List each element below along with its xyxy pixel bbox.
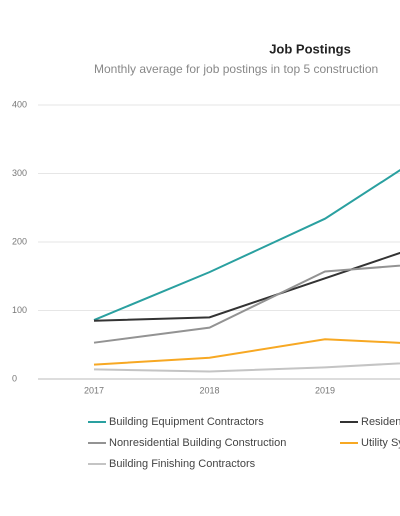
legend-label: Residen	[361, 416, 400, 428]
y-tick-label: 100	[12, 305, 27, 315]
series-line	[93, 338, 400, 366]
chart-title: Job Postings	[269, 41, 351, 56]
legend-label: Utility Sy	[361, 437, 400, 449]
series-line	[93, 264, 400, 344]
legend-label: Building Finishing Contractors	[109, 458, 256, 470]
series-line	[93, 362, 400, 373]
y-tick-label: 400	[12, 99, 27, 109]
y-tick-label: 0	[12, 373, 17, 383]
y-tick-label: 200	[12, 236, 27, 246]
x-tick-label: 2019	[315, 385, 335, 395]
x-tick-label: 2017	[84, 385, 104, 395]
x-tick-label: 2018	[199, 385, 219, 395]
legend-label: Nonresidential Building Construction	[109, 437, 286, 449]
legend-label: Building Equipment Contractors	[109, 416, 264, 428]
series-line	[93, 251, 400, 322]
chart-subtitle: Monthly average for job postings in top …	[94, 62, 378, 76]
y-tick-label: 300	[12, 168, 27, 178]
series-line	[93, 169, 400, 322]
